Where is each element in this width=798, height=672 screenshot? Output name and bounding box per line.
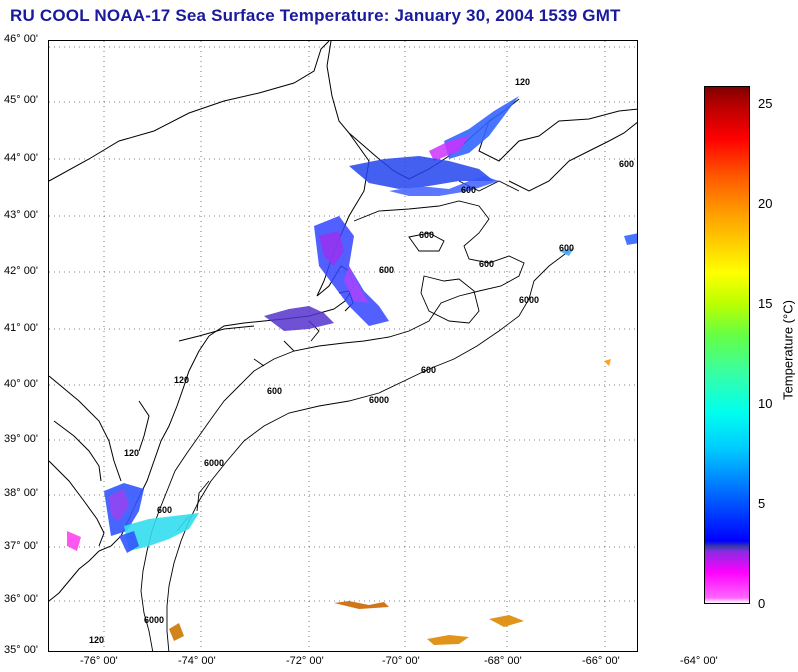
longitude-label: -68° 00': [484, 655, 522, 667]
latitude-label: 39° 00': [4, 433, 39, 445]
latitude-label: 46° 00': [4, 33, 39, 45]
contour-label: 120: [89, 635, 104, 645]
latitude-label: 40° 00': [4, 378, 39, 390]
colorbar-tick: 15: [758, 296, 773, 311]
latitude-label: 42° 00': [4, 265, 39, 277]
longitude-label: -70° 00': [382, 655, 420, 667]
contour-label: 120: [124, 448, 139, 458]
contour-label: 6000: [204, 458, 224, 468]
contour-label: 600: [157, 505, 172, 515]
bathymetry-contours: [140, 180, 570, 651]
contour-label: 600: [559, 243, 574, 253]
contour-label: 6000: [519, 295, 539, 305]
colorbar-tick: 10: [758, 396, 773, 411]
latitude-label: 44° 00': [4, 152, 39, 164]
contour-label: 6000: [144, 615, 164, 625]
longitude-label: -74° 00': [178, 655, 216, 667]
latitude-label: 38° 00': [4, 487, 39, 499]
contour-label: 600: [479, 259, 494, 269]
longitude-label: -64° 00': [680, 655, 718, 667]
latitude-label: 35° 00': [4, 644, 39, 656]
contour-label: 120: [515, 77, 530, 87]
coastline: [49, 41, 637, 602]
colorbar-tick: 20: [758, 196, 773, 211]
latitude-label: 36° 00': [4, 593, 39, 605]
contour-label: 600: [419, 230, 434, 240]
latitude-label: 43° 00': [4, 209, 39, 221]
map-canvas: 120 600 600 600 600 600 600 6000 600 600…: [49, 41, 637, 651]
colorbar-tick: 0: [758, 596, 766, 611]
contour-label: 600: [421, 365, 436, 375]
contour-label: 6000: [369, 395, 389, 405]
latitude-label: 45° 00': [4, 94, 39, 106]
longitude-label: -76° 00': [80, 655, 118, 667]
contour-label: 600: [267, 386, 282, 396]
latitude-label: 41° 00': [4, 322, 39, 334]
colorbar-tick: 5: [758, 496, 766, 511]
sst-data: [67, 96, 637, 645]
contour-label: 600: [461, 185, 476, 195]
contour-label: 600: [379, 265, 394, 275]
latitude-label: 37° 00': [4, 540, 39, 552]
longitude-label: -66° 00': [582, 655, 620, 667]
map-title: RU COOL NOAA-17 Sea Surface Temperature:…: [10, 6, 621, 25]
temperature-colorbar: [704, 86, 750, 604]
colorbar-tick: 25: [758, 96, 773, 111]
contour-label: 120: [174, 375, 189, 385]
contour-label: 600: [619, 159, 634, 169]
graticule: [49, 41, 637, 651]
sst-map[interactable]: 120 600 600 600 600 600 600 6000 600 600…: [48, 40, 638, 652]
longitude-label: -72° 00': [286, 655, 324, 667]
colorbar-label: Temperature (°C): [780, 300, 796, 400]
contour-labels: 120 600 600 600 600 600 600 6000 600 600…: [89, 77, 634, 645]
